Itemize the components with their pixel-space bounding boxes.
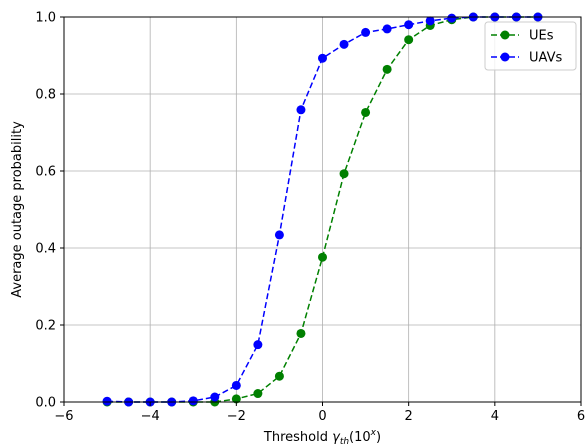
x-tick-label: −6 bbox=[54, 409, 73, 424]
data-point-ues bbox=[339, 169, 349, 179]
x-axis-label-sub: th bbox=[340, 437, 350, 446]
x-tick-label: 4 bbox=[491, 409, 499, 424]
y-tick-label: 0.0 bbox=[35, 396, 56, 411]
data-point-uavs bbox=[318, 53, 327, 63]
data-point-ues bbox=[404, 35, 414, 45]
legend-label-ues: UEs bbox=[529, 29, 554, 44]
data-point-ues bbox=[231, 394, 241, 404]
data-point-uavs bbox=[404, 20, 414, 30]
x-tick-label: 2 bbox=[405, 409, 413, 424]
legend-label-uavs: UAVs bbox=[529, 51, 562, 66]
y-tick-label: 1.0 bbox=[35, 11, 56, 26]
data-point-uavs bbox=[231, 380, 241, 390]
data-point-uavs bbox=[210, 392, 220, 402]
x-tick-label: 0 bbox=[318, 409, 326, 424]
data-point-ues bbox=[296, 328, 306, 338]
data-point-uavs bbox=[253, 340, 263, 350]
y-tick-label: 0.4 bbox=[35, 242, 56, 257]
data-point-uavs bbox=[296, 105, 306, 115]
y-tick-label: 0.6 bbox=[35, 165, 56, 180]
data-point-uavs bbox=[102, 396, 112, 406]
x-axis-label-sup: x bbox=[370, 428, 377, 438]
data-point-uavs bbox=[188, 396, 198, 406]
ticks: −6 −4 −2 0 2 4 6 0.0 0.2 0.4 0.6 0.8 1.0 bbox=[35, 11, 585, 425]
data-point-ues bbox=[274, 371, 284, 381]
x-axis-label-prefix: Threshold bbox=[263, 430, 332, 445]
data-point-ues bbox=[253, 389, 263, 399]
x-tick-label: 6 bbox=[577, 409, 585, 424]
data-point-ues bbox=[361, 107, 371, 117]
y-axis-label: Average outage probability bbox=[10, 121, 25, 298]
data-point-uavs bbox=[382, 24, 392, 34]
x-axis-label-paren-open: (10 bbox=[349, 430, 371, 445]
x-axis-label: Threshold γth(10x) bbox=[263, 428, 381, 446]
data-point-uavs bbox=[361, 27, 371, 37]
data-point-uavs bbox=[425, 16, 435, 26]
y-tick-label: 0.2 bbox=[35, 319, 56, 334]
data-point-uavs bbox=[447, 13, 457, 23]
data-point-uavs bbox=[274, 230, 284, 240]
grid bbox=[63, 16, 582, 403]
data-point-ues bbox=[318, 252, 327, 262]
y-tick-label: 0.8 bbox=[35, 88, 56, 103]
legend-marker-uavs bbox=[500, 52, 510, 62]
data-point-ues bbox=[382, 64, 392, 74]
legend-marker-ues bbox=[500, 30, 510, 40]
x-tick-label: −2 bbox=[227, 409, 246, 424]
legend: UEs UAVs bbox=[484, 21, 577, 71]
x-axis-label-symbol: γ bbox=[332, 430, 341, 445]
x-axis-label-paren-close: ) bbox=[376, 430, 381, 445]
x-tick-label: −4 bbox=[141, 409, 160, 424]
data-point-uavs bbox=[339, 39, 349, 49]
